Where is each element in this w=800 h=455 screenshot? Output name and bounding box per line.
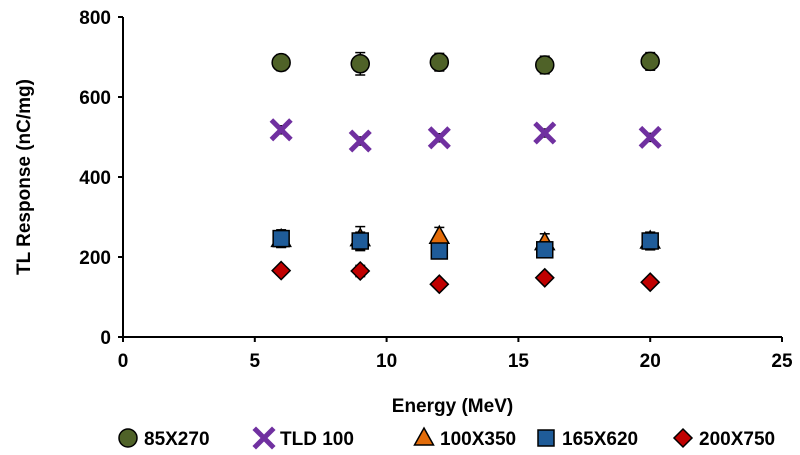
data-point xyxy=(427,126,451,150)
legend-label: 165X620 xyxy=(562,429,638,450)
legend-marker xyxy=(537,429,555,447)
data-point xyxy=(641,232,659,250)
data-point xyxy=(350,260,371,282)
legend-item: 85X270 xyxy=(118,428,210,450)
legend-label: 200X750 xyxy=(699,429,775,450)
legend-marker xyxy=(672,427,694,449)
x-axis-title: Energy (MeV) xyxy=(392,396,513,417)
legend-item: 100X350 xyxy=(413,426,516,450)
legend-label: TLD 100 xyxy=(280,429,354,450)
data-point xyxy=(271,52,291,73)
x-tick-label: 15 xyxy=(508,351,530,372)
data-point xyxy=(351,232,369,250)
plot-area xyxy=(269,51,662,295)
y-axis-title: TL Response (nC/mg) xyxy=(14,79,35,275)
series-200x750 xyxy=(271,260,661,295)
y-tick-label: 400 xyxy=(79,168,111,189)
legend-marker xyxy=(118,428,138,448)
y-tick-label: 200 xyxy=(79,248,111,269)
x-tick-label: 25 xyxy=(771,351,793,372)
data-point xyxy=(640,51,660,72)
legend-item: 165X620 xyxy=(537,429,638,450)
y-tick-label: 800 xyxy=(79,8,111,29)
data-point xyxy=(271,260,292,281)
series-100x350 xyxy=(270,224,661,253)
data-point xyxy=(535,55,555,75)
legend-label: 85X270 xyxy=(144,429,210,450)
data-point xyxy=(536,241,554,259)
data-point xyxy=(350,54,370,74)
legend-marker xyxy=(252,426,276,450)
legend-item: TLD 100 xyxy=(252,426,354,450)
axes xyxy=(122,17,782,338)
series-tld-100 xyxy=(269,118,662,153)
data-point xyxy=(348,129,372,153)
data-point xyxy=(429,52,450,72)
data-point xyxy=(640,272,661,293)
legend-label: 100X350 xyxy=(440,429,516,450)
data-point xyxy=(430,242,449,260)
data-point xyxy=(534,267,555,288)
data-point xyxy=(269,118,293,142)
legend: 85X270 TLD 100 100X350 165X620 200X750 xyxy=(118,426,775,450)
x-tick-label: 10 xyxy=(376,351,397,372)
legend-item: 200X750 xyxy=(672,427,775,450)
data-point xyxy=(272,229,290,248)
x-tick-label: 5 xyxy=(250,351,261,372)
data-point xyxy=(428,224,451,244)
y-tick-label: 600 xyxy=(79,88,111,109)
y-tick-label: 0 xyxy=(100,328,111,349)
series-85x270 xyxy=(271,51,660,76)
data-point xyxy=(533,121,557,145)
axis-ticks: 0 5 10 15 20 25 0 200 400 600 800 xyxy=(79,8,793,372)
series-165x620 xyxy=(272,229,659,260)
legend-marker xyxy=(413,426,435,446)
data-point xyxy=(638,125,662,149)
data-point xyxy=(429,274,450,295)
x-tick-label: 0 xyxy=(118,351,129,372)
x-tick-label: 20 xyxy=(640,351,661,372)
